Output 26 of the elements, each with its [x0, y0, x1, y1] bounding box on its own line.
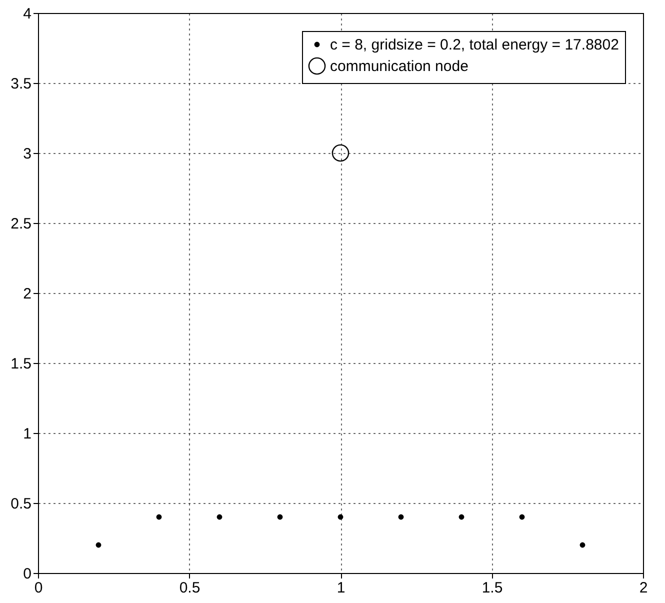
point: [580, 542, 586, 548]
x-tick-label: 1.5: [482, 580, 503, 596]
legend-label: communication node: [330, 58, 468, 75]
point: [216, 514, 222, 520]
y-tick-label: 2.5: [10, 216, 32, 232]
y-tick-label: 2: [23, 286, 32, 302]
point: [156, 514, 162, 520]
legend-label: c = 8, gridsize = 0.2, total energy = 17.8802: [330, 36, 619, 54]
point: [519, 514, 525, 520]
point: [277, 514, 283, 520]
x-tick-label: 2: [639, 580, 648, 596]
y-tick-label: 3.5: [10, 76, 32, 92]
y-tick-label: 1.5: [10, 356, 32, 372]
point: [398, 514, 404, 520]
point: [338, 514, 344, 520]
y-tick-label: 0: [23, 566, 32, 582]
y-tick-label: 3: [23, 146, 32, 162]
y-tick-label: 4: [23, 6, 32, 22]
point: [332, 144, 350, 162]
y-tick-label: 1: [23, 426, 32, 442]
x-tick-label: 0.5: [179, 580, 200, 596]
x-tick-label: 1: [336, 580, 346, 596]
point: [96, 542, 102, 548]
x-tick-label: 0: [34, 580, 43, 596]
point: [458, 514, 464, 520]
y-tick-label: 0.5: [10, 496, 32, 512]
